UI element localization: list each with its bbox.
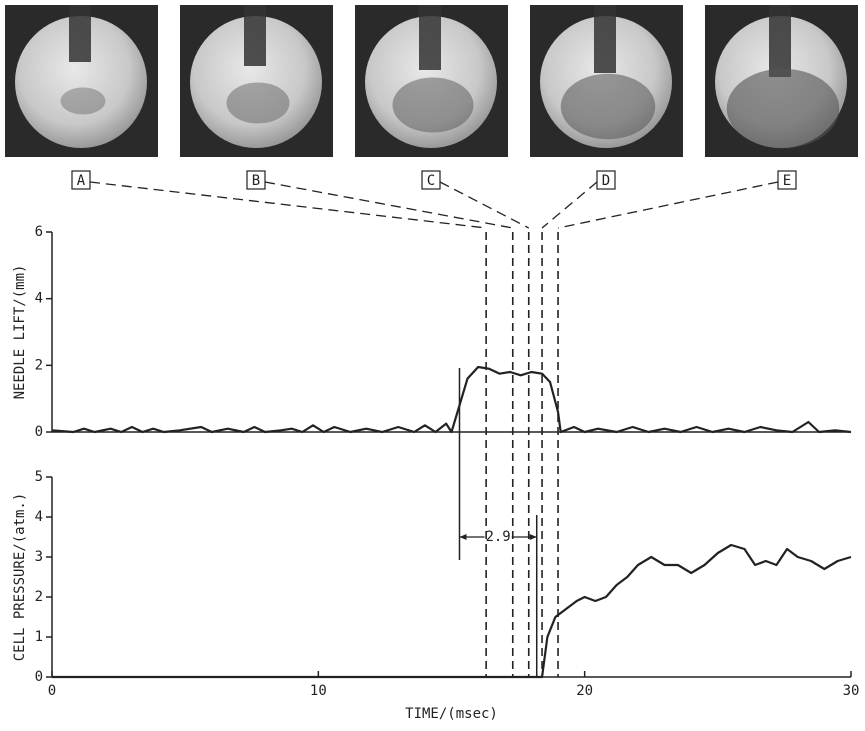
y-axis-label: CELL PRESSURE/(atm.): [12, 493, 28, 662]
panel-label: D: [602, 173, 610, 189]
y-tick-label: 5: [35, 469, 43, 485]
y-axis-label: NEEDLE LIFT/(mm): [12, 265, 28, 400]
panel-box: [246, 170, 266, 190]
y-tick-label: 2: [35, 357, 43, 373]
panel-box: [596, 170, 616, 190]
y-tick-label: 4: [35, 509, 43, 525]
photo-disc: [190, 16, 322, 148]
marker-connector: [541, 181, 598, 229]
photo-nozzle: [69, 5, 91, 62]
photo-nozzle: [244, 5, 266, 66]
panel-label: A: [77, 173, 86, 189]
panel-label: C: [427, 173, 435, 189]
photo-spray: [560, 73, 656, 140]
photo-nozzle: [769, 5, 791, 77]
marker-connector: [264, 181, 513, 229]
y-tick-label: 4: [35, 291, 43, 307]
data-line: [52, 543, 852, 679]
panel-box: [421, 170, 441, 190]
photo-spray: [392, 77, 474, 133]
interval-label: 2.9: [485, 529, 510, 545]
photo-disc: [15, 16, 147, 148]
panel-label: B: [252, 173, 260, 189]
photo-spray: [60, 87, 106, 115]
y-tick-label: 1: [35, 629, 43, 645]
x-tick-label: 30: [843, 683, 860, 699]
x-tick-label: 10: [310, 683, 327, 699]
y-tick-label: 3: [35, 549, 43, 565]
marker-connector: [439, 181, 530, 229]
panel-box: [71, 170, 91, 190]
photo-spray: [226, 82, 290, 124]
photo-row: [5, 5, 858, 157]
photo-spray: [726, 68, 840, 149]
photo-nozzle: [419, 5, 441, 70]
panel-box: [777, 170, 797, 190]
x-tick-label: 20: [576, 683, 593, 699]
data-line: [51, 365, 852, 434]
photo-nozzle: [594, 5, 616, 73]
panel-label: E: [783, 173, 791, 189]
x-tick-label: 0: [48, 683, 56, 699]
marker-connector: [89, 181, 487, 229]
y-tick-label: 0: [35, 424, 43, 440]
x-axis-label: TIME/(msec): [405, 706, 498, 722]
y-tick-label: 6: [35, 224, 43, 240]
y-tick-label: 0: [35, 669, 43, 685]
marker-connector: [557, 181, 779, 229]
y-tick-label: 2: [35, 589, 43, 605]
